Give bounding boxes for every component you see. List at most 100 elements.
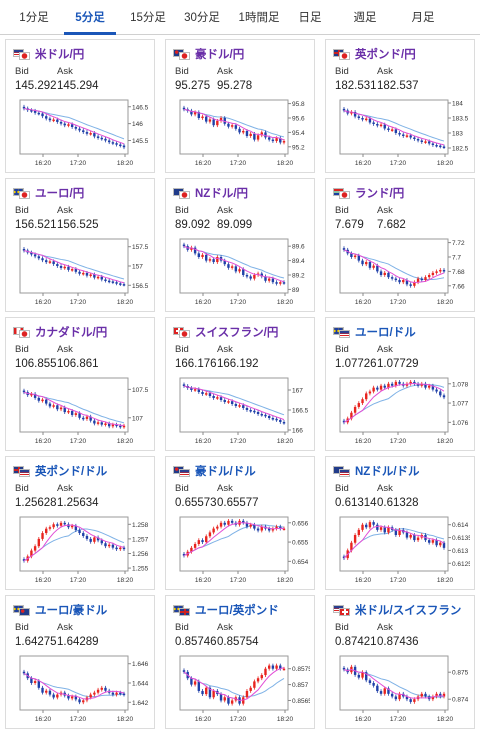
rate-card[interactable]: NZドル/円 Bid Ask 89.092 89.099 89.6 89.4 89.2 89 16… — [165, 178, 315, 312]
pair-link[interactable]: 英ポンド/円 — [355, 49, 416, 61]
x-tick-label: 17:20 — [70, 299, 87, 306]
x-tick-label: 17:20 — [70, 577, 87, 584]
rate-card[interactable]: ユーロ/円 Bid Ask 156.521 156.525 157.5 157 156.5 16… — [5, 178, 155, 312]
pair-link[interactable]: 米ドル/円 — [35, 49, 85, 61]
candle-body — [107, 140, 111, 143]
candlestick-chart[interactable]: 1.258 1.257 1.256 1.255 16:20 17:20 18:20 — [12, 515, 150, 587]
candle-body — [37, 681, 41, 688]
tab-1min[interactable]: 1分足 — [19, 12, 49, 24]
candlestick-chart[interactable]: 167 166.5 166 16:20 17:20 18:20 — [172, 376, 310, 448]
rate-card[interactable]: ユーロ/英ポンド Bid Ask 0.85746 0.85754 0.8575 0.857 0… — [165, 595, 315, 729]
y-tick-label: 146.5 — [132, 104, 149, 111]
rate-card[interactable]: 米ドル/スイスフラン Bid Ask 0.87421 0.87436 0.875 0.874… — [325, 595, 475, 729]
candlestick-chart[interactable]: 1.078 1.077 1.076 16:20 17:20 18:20 — [332, 376, 470, 448]
ask-label: Ask — [57, 344, 73, 355]
candlestick-chart[interactable]: 7.72 7.7 7.68 7.66 16:20 17:20 18:20 — [332, 237, 470, 309]
y-tick-label: 0.655 — [292, 540, 309, 547]
candlestick-chart[interactable]: 184 183.5 183 182.5 16:20 17:20 18:20 — [332, 98, 470, 170]
rate-card[interactable]: NZドル/ドル Bid Ask 0.61314 0.61328 0.614 0.6135 0.… — [325, 456, 475, 590]
pair-link[interactable]: ユーロ/円 — [35, 188, 85, 200]
candlestick-chart[interactable]: 157.5 157 156.5 16:20 17:20 18:20 — [12, 237, 150, 309]
candle-body — [427, 141, 431, 144]
y-tick-label: 183.5 — [452, 116, 469, 123]
candlestick-chart[interactable]: 0.614 0.6135 0.613 0.6125 16:20 17:20 18:20 — [332, 515, 470, 587]
candle-body — [56, 524, 59, 526]
pair-link[interactable]: 英ポンド/ドル — [35, 466, 108, 478]
pair-link[interactable]: ユーロ/豪ドル — [35, 605, 108, 617]
rate-card[interactable]: ユーロ/豪ドル Bid Ask 1.64275 1.64289 1.646 1.644 1.6… — [5, 595, 155, 729]
rate-card[interactable]: 英ポンド/ドル Bid Ask 1.25628 1.25634 1.258 1.257 1.2… — [5, 456, 155, 590]
candle-body — [193, 112, 197, 115]
moving-average-line — [23, 391, 125, 426]
candle-body — [390, 693, 394, 697]
candle-body — [22, 671, 26, 674]
tab-30min[interactable]: 30分足 — [184, 12, 220, 24]
candle-body — [41, 113, 44, 117]
rate-card[interactable]: 米ドル/円 Bid Ask 145.292 145.294 146.5 146 145.5 16… — [5, 39, 155, 173]
candle-body — [212, 690, 215, 698]
candlestick-chart[interactable]: 89.6 89.4 89.2 89 16:20 17:20 18:20 — [172, 237, 310, 309]
uk-flag — [179, 607, 190, 616]
candlestick-chart[interactable]: 1.646 1.644 1.642 16:20 17:20 18:20 — [12, 654, 150, 726]
pair-link[interactable]: NZドル/ドル — [355, 466, 420, 478]
candlestick-chart[interactable]: 0.656 0.655 0.654 16:20 17:20 18:20 — [172, 515, 310, 587]
bid-value: 1.07726 — [335, 358, 377, 370]
candle-body — [431, 540, 435, 543]
rate-card[interactable]: ランド/円 Bid Ask 7.679 7.682 7.72 7.7 7.68 7.66 16:2… — [325, 178, 475, 312]
tab-weekly[interactable]: 週足 — [353, 12, 377, 24]
candlestick-chart[interactable]: 0.875 0.874 16:20 17:20 18:20 — [332, 654, 470, 726]
tab-5min[interactable]: 5分足 — [64, 0, 116, 35]
candle-body — [212, 119, 215, 126]
rate-card[interactable]: 英ポンド/円 Bid Ask 182.531 182.537 184 183.5 183 182… — [325, 39, 475, 173]
card-title: ユーロ/円 — [13, 186, 84, 200]
pair-link[interactable]: ユーロ/英ポンド — [195, 605, 279, 617]
pair-link[interactable]: ユーロ/ドル — [355, 327, 416, 339]
candle-body — [212, 396, 215, 398]
candle-body — [256, 135, 260, 140]
bid-label: Bid — [15, 66, 29, 77]
pair-link[interactable]: NZドル/円 — [195, 188, 249, 200]
pair-link[interactable]: 豪ドル/ドル — [195, 466, 256, 478]
candle-body — [201, 116, 204, 119]
candle-body — [394, 381, 398, 386]
candle-body — [279, 282, 282, 284]
plot-frame — [19, 377, 129, 433]
candle-body — [93, 537, 96, 542]
candle-body — [67, 695, 70, 699]
candle-body — [67, 124, 70, 126]
candle-body — [368, 391, 372, 394]
pair-link[interactable]: 豪ドル/円 — [195, 49, 245, 61]
rate-card[interactable]: ユーロ/ドル Bid Ask 1.07726 1.07729 1.078 1.077 1.07… — [325, 317, 475, 451]
tab-15min[interactable]: 15分足 — [130, 12, 166, 24]
rate-card[interactable]: 豪ドル/円 Bid Ask 95.275 95.278 95.8 95.6 95.4 95.2 1… — [165, 39, 315, 173]
x-tick-label: 17:20 — [230, 716, 247, 723]
candle-body — [48, 261, 52, 263]
currency-flags-icon — [333, 48, 351, 60]
tab-1hour[interactable]: 1時間足 — [238, 12, 280, 24]
candle-body — [111, 281, 115, 283]
plot-frame — [339, 516, 449, 572]
tab-monthly[interactable]: 月足 — [411, 12, 435, 24]
rate-card[interactable]: 豪ドル/ドル Bid Ask 0.65573 0.65577 0.656 0.655 0.65… — [165, 456, 315, 590]
y-tick-label: 183 — [452, 131, 463, 138]
pair-link[interactable]: カナダドル/円 — [35, 327, 108, 339]
candle-body — [100, 137, 103, 140]
candlestick-chart[interactable]: 146.5 146 145.5 16:20 17:20 18:20 — [12, 98, 150, 170]
pair-link[interactable]: スイスフラン/円 — [195, 327, 279, 339]
rate-card[interactable]: カナダドル/円 Bid Ask 106.855 106.861 107.5 107 16:20… — [5, 317, 155, 451]
bid-label: Bid — [335, 483, 349, 494]
currency-flags-icon — [333, 187, 351, 199]
candlestick-chart[interactable]: 0.8575 0.857 0.8565 16:20 17:20 18:20 — [172, 654, 310, 726]
candlestick-chart[interactable]: 107.5 107 16:20 17:20 18:20 — [12, 376, 150, 448]
x-tick-label: 16:20 — [35, 577, 52, 584]
rate-card[interactable]: スイスフラン/円 Bid Ask 166.176 166.192 167 166.5 166 1… — [165, 317, 315, 451]
tab-daily[interactable]: 日足 — [298, 12, 322, 24]
pair-link[interactable]: 米ドル/スイスフラン — [355, 605, 462, 617]
candle-body — [342, 420, 346, 423]
bid-value: 156.521 — [15, 219, 57, 231]
pair-link[interactable]: ランド/円 — [355, 188, 405, 200]
candle-body — [216, 257, 219, 263]
x-tick-label: 17:20 — [230, 577, 247, 584]
us-flag — [339, 468, 350, 477]
candlestick-chart[interactable]: 95.8 95.6 95.4 95.2 16:20 17:20 18:20 — [172, 98, 310, 170]
